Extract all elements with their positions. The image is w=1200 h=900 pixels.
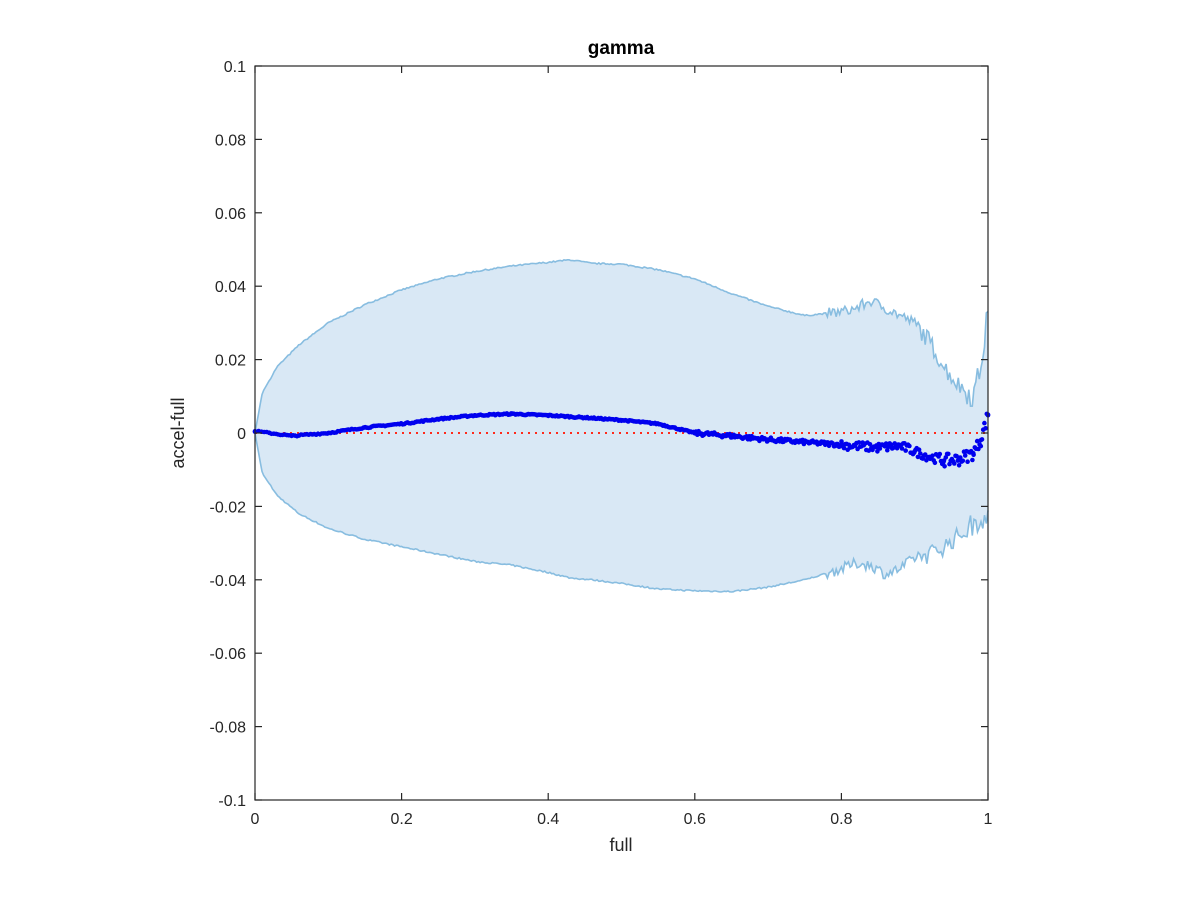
y-axis-label: accel-full xyxy=(168,397,188,468)
y-tick-label: 0.1 xyxy=(224,59,246,76)
x-tick-label: 0 xyxy=(251,811,260,828)
y-tick-label: 0 xyxy=(237,426,246,443)
data-point xyxy=(883,441,889,446)
band-lower-edge xyxy=(254,432,989,593)
data-point xyxy=(729,433,734,439)
data-point xyxy=(915,454,921,460)
data-point xyxy=(978,443,984,449)
data-point xyxy=(436,416,441,422)
data-point xyxy=(399,421,404,427)
data-point xyxy=(582,415,588,420)
data-point xyxy=(960,458,966,464)
data-point xyxy=(897,443,903,449)
data-point xyxy=(962,453,968,458)
data-point xyxy=(692,430,698,436)
data-point xyxy=(932,460,938,466)
x-tick-label: 0.2 xyxy=(390,811,412,828)
data-point xyxy=(965,459,970,465)
data-point xyxy=(912,449,917,454)
y-tick-label: -0.06 xyxy=(210,646,247,663)
data-point xyxy=(971,450,976,456)
data-point xyxy=(918,451,923,456)
y-tick-label: 0.04 xyxy=(215,279,246,296)
data-point xyxy=(778,436,784,441)
y-tick-label: -0.04 xyxy=(210,573,247,590)
data-point xyxy=(802,439,808,445)
data-point xyxy=(903,448,908,453)
data-point xyxy=(952,461,957,466)
data-point xyxy=(867,442,873,447)
data-point xyxy=(765,437,771,442)
band-fill xyxy=(255,259,988,592)
data-point xyxy=(983,426,988,431)
data-point xyxy=(941,458,947,463)
y-tick-label: -0.02 xyxy=(210,499,247,516)
data-points-layer xyxy=(252,411,991,469)
data-point xyxy=(472,413,478,418)
chart-title: gamma xyxy=(588,38,655,59)
data-point xyxy=(362,425,368,430)
data-point xyxy=(946,451,951,457)
data-point xyxy=(970,457,975,463)
confidence-band-layer xyxy=(254,258,989,593)
data-point xyxy=(916,447,922,453)
data-point xyxy=(956,457,961,462)
y-tick-label: 0.08 xyxy=(215,132,246,149)
x-tick-label: 0.8 xyxy=(830,811,852,828)
x-tick-label: 1 xyxy=(984,811,993,828)
x-tick-label: 0.4 xyxy=(537,811,559,828)
data-point xyxy=(907,443,912,449)
data-point xyxy=(839,442,844,448)
data-point xyxy=(841,445,847,451)
data-point xyxy=(927,454,932,460)
y-tick-label: -0.08 xyxy=(210,720,247,737)
x-axis-label: full xyxy=(609,835,632,855)
y-tick-label: 0.02 xyxy=(215,353,246,370)
data-point xyxy=(289,433,294,439)
y-tick-label: -0.1 xyxy=(218,793,246,810)
x-tick-label: 0.6 xyxy=(684,811,706,828)
data-point xyxy=(856,440,862,445)
data-point xyxy=(982,420,987,426)
data-point xyxy=(655,421,661,427)
data-point xyxy=(978,438,983,443)
y-tick-label: 0.06 xyxy=(215,206,246,223)
data-point xyxy=(974,438,980,444)
data-point xyxy=(509,411,514,417)
axes-layer: 0 0.2 0.4 0.6 0.8 1 -0.1 -0.08 -0.06 -0.04 -0.02 0 0… xyxy=(210,59,993,828)
data-point xyxy=(326,430,331,436)
data-point xyxy=(619,417,624,423)
data-point xyxy=(942,464,947,469)
data-point xyxy=(956,463,962,468)
band-upper-edge xyxy=(254,258,989,434)
data-point xyxy=(267,430,273,436)
data-point xyxy=(875,445,881,451)
data-point xyxy=(545,413,551,418)
data-point xyxy=(937,451,943,457)
